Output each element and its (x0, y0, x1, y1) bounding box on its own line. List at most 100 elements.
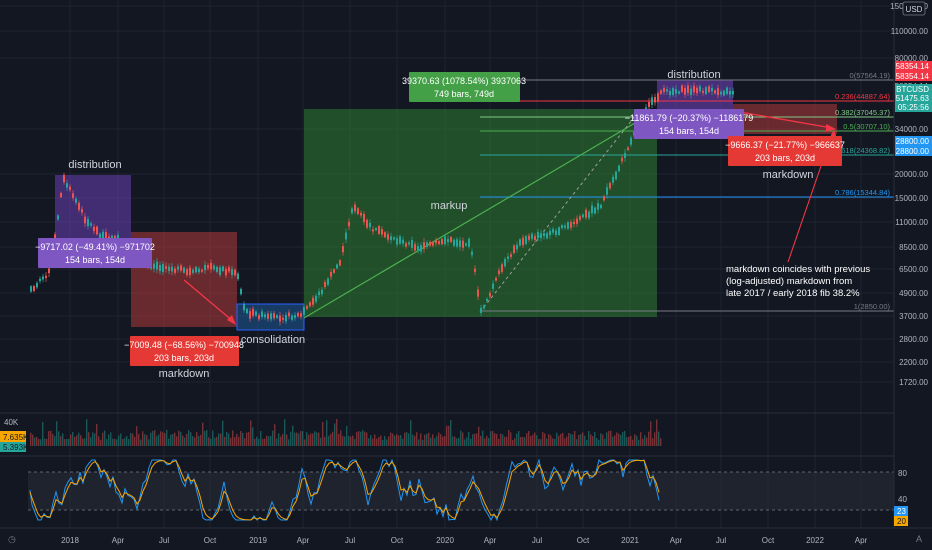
volume-bar (456, 438, 458, 446)
stoch-tick-40: 40 (898, 495, 907, 504)
measure-5-line2: 203 bars, 203d (755, 153, 815, 163)
candle-body (516, 244, 518, 250)
volume-bars (30, 419, 662, 446)
candle-body (219, 267, 221, 276)
candle-body (57, 215, 59, 220)
currency-badge[interactable] (902, 1, 926, 16)
measure-5-line1: −9666.37 (−21.77%) −966637 (725, 140, 845, 150)
candle-body (678, 91, 680, 94)
candle-body (165, 266, 167, 269)
volume-bar (478, 426, 480, 446)
volume-scale-label: 40K (4, 418, 19, 427)
volume-bar (462, 432, 464, 446)
candle-body (321, 289, 323, 295)
candle-body (552, 229, 554, 233)
volume-bar (246, 432, 248, 446)
candle-body (609, 182, 611, 189)
candle-body (195, 266, 197, 273)
candle-body (651, 97, 653, 105)
candle-body (468, 238, 470, 247)
volume-bar (104, 430, 106, 446)
volume-bar (438, 432, 440, 446)
volume-bar (436, 435, 438, 446)
candle-body (432, 242, 434, 246)
volume-bar (128, 439, 130, 446)
stochastic-pane (0, 455, 894, 522)
volume-bar (640, 432, 642, 446)
volume-bar (118, 435, 120, 446)
volume-bar (116, 439, 118, 446)
price-badge-bg (895, 71, 932, 81)
candle-body (246, 308, 248, 314)
volume-bar (76, 435, 78, 446)
price-tick-label: 3700.00 (899, 312, 928, 321)
volume-bar (200, 434, 202, 446)
annotation-text: markdown coincides with previous (log-ad… (726, 264, 870, 299)
measure-2-line2: 203 bars, 203d (154, 353, 214, 363)
candle-body (294, 314, 296, 318)
fib-label: 1(2850.00) (854, 302, 891, 311)
volume-bar (624, 430, 626, 446)
volume-bar (514, 438, 516, 446)
volume-bar (620, 434, 622, 446)
candle-body (282, 317, 284, 320)
volume-bar (162, 432, 164, 446)
candle-body (453, 239, 455, 246)
volume-bar (214, 437, 216, 446)
annotation-line-3: late 2017 / early 2018 fib 38.2% (726, 288, 860, 299)
volume-bar (82, 438, 84, 446)
time-tick-label: Apr (670, 536, 683, 545)
candle-body (546, 233, 548, 239)
volume-bar (180, 431, 182, 446)
candle-body (705, 87, 707, 95)
volume-bar (410, 420, 412, 446)
measure-box-1: −9717.02 (−49.41%) −971702 154 bars, 154… (35, 238, 155, 268)
volume-bar (416, 432, 418, 446)
volume-bar (484, 438, 486, 446)
volume-bar (86, 419, 88, 446)
volume-bar (252, 427, 254, 446)
volume-bar (468, 431, 470, 446)
volume-bar (538, 438, 540, 446)
volume-bar (280, 436, 282, 446)
currency-label: USD (906, 5, 923, 14)
candle-body (687, 85, 689, 93)
volume-bar (54, 436, 56, 446)
volume-bar (418, 439, 420, 446)
time-tick-label: Oct (762, 536, 775, 545)
candle-body (99, 233, 101, 239)
volume-bar (442, 436, 444, 446)
timezone-icon[interactable]: ◷ (8, 534, 16, 544)
time-tick-label: Apr (484, 536, 497, 545)
candle-body (360, 212, 362, 216)
candle-body (663, 87, 665, 92)
candle-body (30, 286, 32, 292)
volume-bar (210, 438, 212, 446)
candle-body (528, 235, 530, 240)
candle-body (648, 101, 650, 107)
volume-bar (612, 436, 614, 446)
markdown-box-2 (733, 104, 837, 134)
auto-scale-toggle[interactable]: A (916, 534, 922, 544)
volume-bar (140, 439, 142, 446)
volume-bar (154, 430, 156, 446)
volume-bar (202, 422, 204, 446)
candle-body (201, 269, 203, 272)
candle-body (333, 269, 335, 273)
candle-body (444, 236, 446, 245)
volume-bar (204, 431, 206, 446)
candle-body (537, 231, 539, 239)
candle-body (297, 312, 299, 317)
volume-bar (160, 431, 162, 446)
price-badge-label: 28800.00 (896, 147, 930, 156)
volume-bar (64, 439, 66, 446)
candle-body (543, 233, 545, 237)
candle-body (339, 260, 341, 266)
time-tick-label: Apr (855, 536, 868, 545)
candle-body (81, 209, 83, 213)
measure-box-5: −9666.37 (−21.77%) −966637 203 bars, 203… (725, 136, 845, 166)
volume-bar (226, 431, 228, 446)
time-axis[interactable]: 2018 Apr Jul Oct 2019 Apr Jul Oct 2020 Apr Jul Oct 2… (0, 527, 932, 550)
price-axis[interactable]: 150000.00110000.0080000.0058354.1451475.… (890, 0, 932, 528)
